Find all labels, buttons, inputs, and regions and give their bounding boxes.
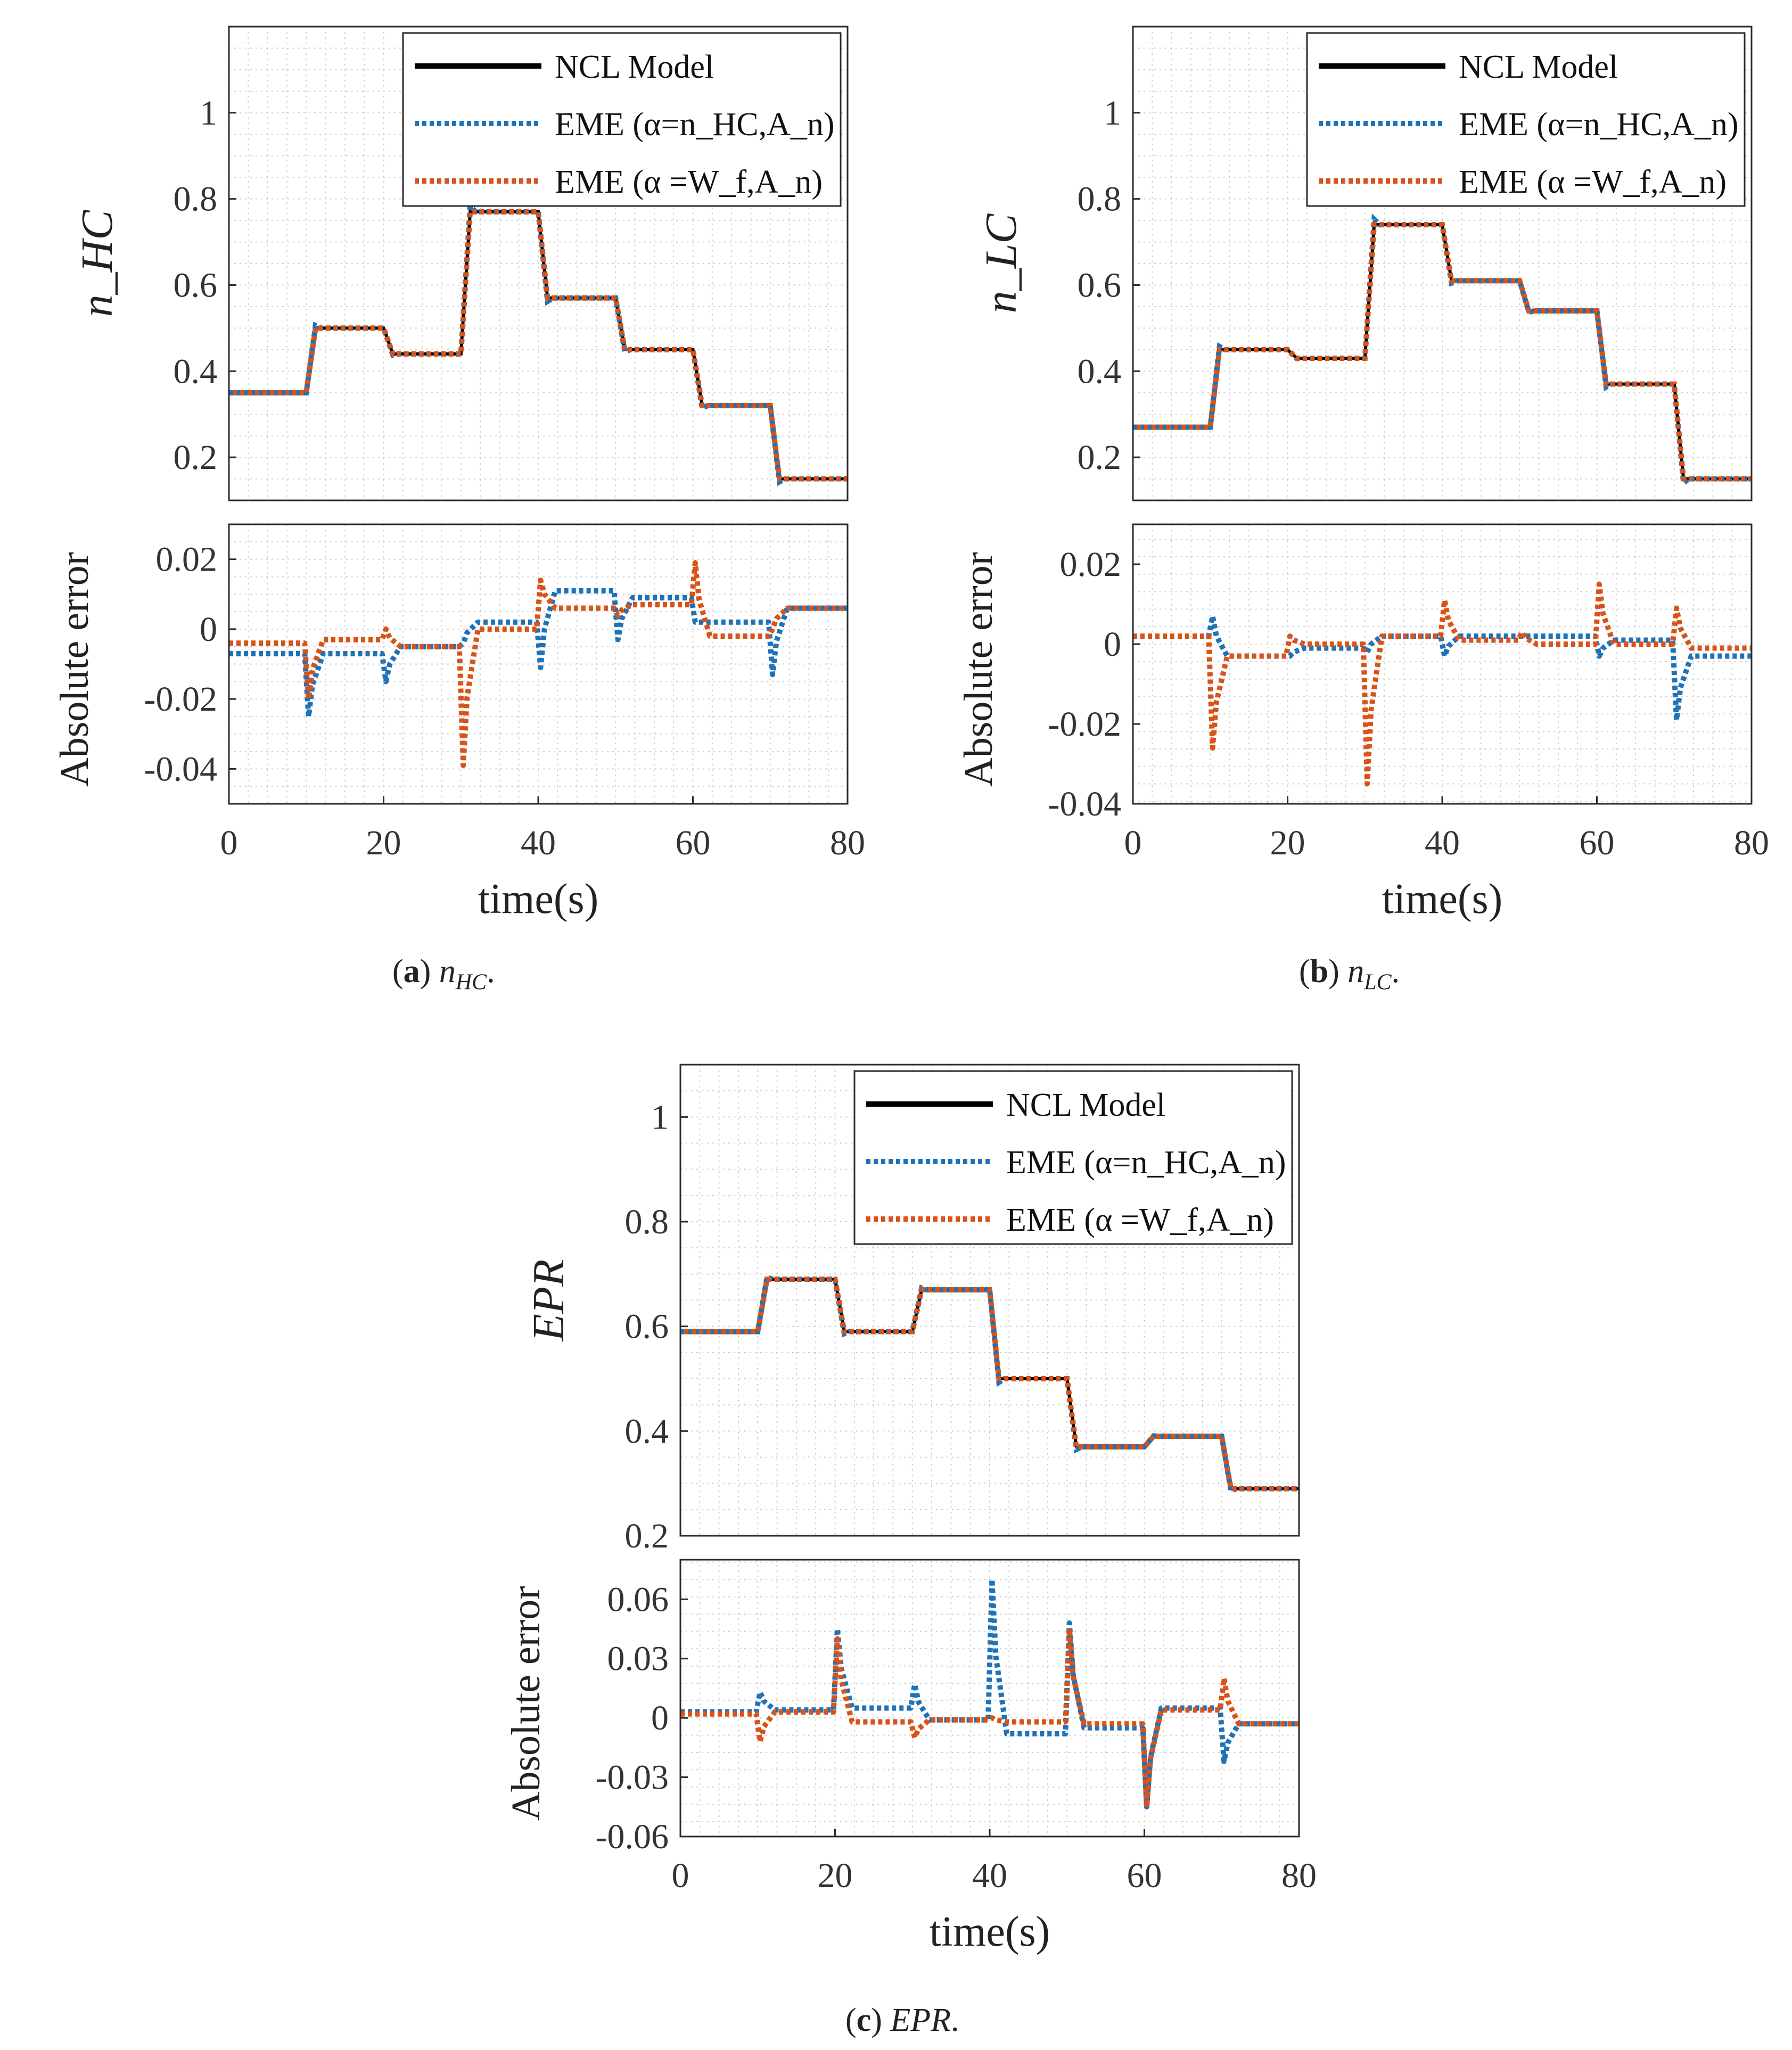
- axes-frame: [228, 26, 849, 501]
- legend-label-2: EME (α =W_f,A_n): [1006, 1202, 1274, 1238]
- y-tick-label: 0.8: [625, 1203, 669, 1241]
- x-tick-label: 60: [676, 824, 711, 862]
- axes-frame: [679, 1064, 1300, 1537]
- legend-label-1: EME (α=n_HC,A_n): [1006, 1145, 1286, 1181]
- caption-c: (c) EPR.: [845, 2002, 959, 2038]
- y-tick-label: 0.02: [1060, 545, 1122, 584]
- caption-a: (a) nHC.: [392, 953, 495, 995]
- y-axis-label: n_HC: [72, 210, 122, 317]
- y-tick-label: 0.4: [1078, 352, 1122, 391]
- y-tick-label: 0.8: [1078, 180, 1122, 219]
- y-tick-label: 0.03: [607, 1640, 669, 1678]
- error-y-axis-label: Absolute error: [52, 552, 97, 787]
- y-tick-label: 0: [1104, 625, 1121, 664]
- series-eme-wf-line: [229, 209, 848, 482]
- legend-box: [1306, 32, 1746, 207]
- y-tick-label: 1: [200, 94, 217, 133]
- y-tick-label: 0.8: [174, 180, 218, 219]
- y-tick-label: 0.6: [174, 266, 218, 304]
- x-tick-label: 40: [972, 1856, 1007, 1895]
- y-tick-label: 0.6: [1078, 266, 1122, 304]
- y-tick-label: 0.4: [625, 1412, 669, 1451]
- caption-b: (b) nLC.: [1299, 953, 1400, 995]
- x-axis-label: time(s): [478, 876, 599, 923]
- y-axis-label: EPR: [524, 1259, 573, 1342]
- x-tick-label: 60: [1127, 1856, 1162, 1895]
- legend-label-2: EME (α =W_f,A_n): [1459, 164, 1727, 200]
- x-tick-label: 20: [1270, 824, 1305, 862]
- x-axis-label: time(s): [930, 1908, 1050, 1955]
- y-tick-label: 0.4: [174, 352, 218, 391]
- y-tick-label: 0: [200, 610, 217, 649]
- panel-a: 0.2 0.4 0.6 0.8 1 NCL Model EME (α=n_HC,A_n) EM…: [52, 26, 865, 923]
- y-tick-label: 0: [651, 1699, 669, 1738]
- x-tick-label: 40: [1425, 824, 1460, 862]
- error-y-axis-label: Absolute error: [504, 1586, 548, 1821]
- y-tick-label: 1: [651, 1098, 669, 1137]
- legend-label-0: NCL Model: [1006, 1087, 1165, 1123]
- legend-label-1: EME (α=n_HC,A_n): [1459, 106, 1739, 143]
- x-tick-label: 80: [1734, 824, 1769, 862]
- legend-box: [402, 32, 842, 207]
- y-tick-label: -0.06: [596, 1817, 669, 1856]
- series-eme-wf-line: [680, 1277, 1299, 1492]
- series-eme-wf-line: [1133, 222, 1752, 482]
- y-tick-label: -0.04: [144, 750, 217, 788]
- legend-box: [853, 1070, 1293, 1245]
- y-tick-label: 1: [1104, 94, 1121, 133]
- error-series-1: [680, 1626, 1299, 1810]
- y-tick-label: 0.6: [625, 1307, 669, 1346]
- x-tick-label: 20: [818, 1856, 853, 1895]
- y-tick-label: -0.02: [1048, 705, 1121, 744]
- x-axis-label: time(s): [1382, 876, 1503, 923]
- error-series-1: [1133, 581, 1752, 787]
- x-tick-label: 0: [1124, 824, 1142, 862]
- legend-label-0: NCL Model: [555, 49, 714, 85]
- legend-label-2: EME (α =W_f,A_n): [555, 164, 823, 200]
- y-tick-label: -0.02: [144, 680, 217, 719]
- x-tick-label: 60: [1580, 824, 1615, 862]
- error-y-axis-label: Absolute error: [956, 552, 1001, 787]
- y-tick-label: 0.06: [607, 1580, 669, 1619]
- y-axis-label: n_LC: [976, 213, 1026, 314]
- legend-label-1: EME (α=n_HC,A_n): [555, 106, 835, 143]
- series-eme-nhc-line: [229, 200, 848, 486]
- x-tick-label: 20: [366, 824, 401, 862]
- panel-b: 0.2 0.4 0.6 0.8 1 NCL Model EME (α=n_HC,A_n) EM…: [956, 26, 1769, 923]
- y-tick-label: -0.03: [596, 1758, 669, 1797]
- x-tick-label: 0: [220, 824, 238, 862]
- y-tick-label: 0.2: [625, 1517, 669, 1555]
- y-tick-label: 0.02: [156, 540, 218, 579]
- x-tick-label: 80: [1281, 1856, 1317, 1895]
- axes-frame: [1132, 26, 1753, 501]
- legend-label-0: NCL Model: [1459, 49, 1618, 85]
- x-tick-label: 0: [672, 1856, 689, 1895]
- y-tick-label: 0.2: [1078, 438, 1122, 477]
- error-series-1: [229, 560, 848, 768]
- panel-c: 0.2 0.4 0.6 0.8 1 NCL Model EME (α=n_HC,A_n) EM…: [504, 1064, 1317, 1955]
- y-tick-label: 0.2: [174, 438, 218, 477]
- y-tick-label: -0.04: [1048, 785, 1121, 824]
- x-tick-label: 80: [830, 824, 865, 862]
- x-tick-label: 40: [521, 824, 556, 862]
